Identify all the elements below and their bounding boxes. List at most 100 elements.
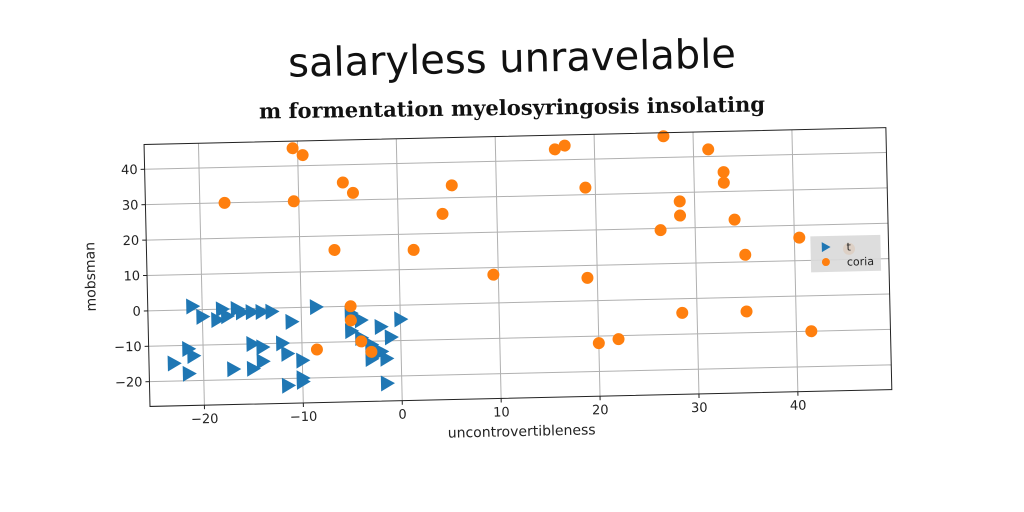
data-point-t <box>380 350 395 367</box>
data-point-coria <box>793 231 806 244</box>
data-point-t <box>255 303 270 320</box>
legend-label-t: t <box>846 240 851 253</box>
y-axis-label: mobsman <box>82 242 100 312</box>
data-point-t <box>167 355 182 372</box>
x-tick-label: 30 <box>691 401 708 416</box>
data-point-coria <box>579 181 592 194</box>
data-point-coria <box>336 176 349 189</box>
data-point-t <box>380 375 395 392</box>
data-point-coria <box>740 305 753 318</box>
data-point-coria <box>445 179 458 192</box>
data-point-t <box>394 311 409 328</box>
data-point-coria <box>592 337 605 350</box>
x-axis-label: uncontrovertibleness <box>448 422 596 441</box>
data-point-t <box>196 308 211 325</box>
data-point-t <box>256 353 271 370</box>
y-grid-line <box>145 187 888 206</box>
data-point-coria <box>407 243 420 256</box>
data-point-coria <box>674 209 687 222</box>
data-point-t <box>374 318 389 335</box>
data-point-t <box>211 312 226 329</box>
data-point-t <box>275 335 291 352</box>
data-points <box>167 130 856 394</box>
y-grid-line <box>144 151 887 170</box>
data-point-coria <box>365 345 378 358</box>
x-tick-label: 10 <box>493 405 510 420</box>
y-tick-label: 0 <box>132 305 141 320</box>
data-point-t <box>186 298 201 315</box>
grid-lines <box>144 129 892 406</box>
data-point-coria <box>702 143 715 156</box>
data-point-coria <box>344 300 357 313</box>
data-point-t <box>296 352 311 369</box>
data-point-t <box>256 339 271 356</box>
data-point-t <box>245 304 260 321</box>
legend: t coria <box>810 234 882 273</box>
data-point-t <box>384 329 399 346</box>
y-tick-label: 10 <box>123 269 140 284</box>
data-point-t <box>309 299 324 316</box>
data-point-coria <box>218 196 231 209</box>
data-point-t <box>227 361 242 378</box>
data-point-coria <box>673 195 686 208</box>
y-grid-line <box>148 328 891 347</box>
axes-group: −20 −10 0 10 20 30 40 −20 −10 0 10 20 30 40 uncontrov… <box>82 127 893 442</box>
data-point-coria <box>310 343 323 356</box>
data-point-t <box>220 308 236 325</box>
x-tick-label: 20 <box>592 403 609 418</box>
data-point-coria <box>287 195 300 208</box>
data-point-coria <box>717 176 730 189</box>
data-point-coria <box>739 248 752 261</box>
data-point-coria <box>344 314 357 327</box>
y-grid-line <box>149 364 892 383</box>
data-point-coria <box>717 166 730 179</box>
x-tick-label: −10 <box>290 410 318 426</box>
legend-marker-t <box>821 242 831 253</box>
data-point-coria <box>805 325 818 338</box>
data-point-t <box>246 360 262 377</box>
legend-label-coria: coria <box>847 255 874 269</box>
data-point-t <box>187 348 202 364</box>
y-tick-label: 30 <box>122 198 139 213</box>
data-point-t <box>344 323 360 340</box>
data-point-coria <box>286 142 299 155</box>
x-tick-label: 40 <box>790 399 807 414</box>
y-grid-line <box>147 258 889 276</box>
y-tick-label: 40 <box>121 163 138 178</box>
data-point-coria <box>346 186 359 199</box>
data-point-coria <box>548 143 561 156</box>
data-point-coria <box>654 224 667 237</box>
x-tick-label: 0 <box>398 408 407 423</box>
data-point-coria <box>657 130 670 143</box>
data-point-t <box>285 313 300 330</box>
y-tick-label: −10 <box>114 340 142 356</box>
data-point-t <box>182 365 197 382</box>
data-point-coria <box>436 207 449 220</box>
data-point-coria <box>487 268 500 281</box>
data-point-coria <box>558 139 571 152</box>
x-tick-label: −20 <box>191 412 219 428</box>
data-point-coria <box>355 335 368 348</box>
y-tick-label: 20 <box>123 234 140 249</box>
data-point-coria <box>581 271 594 284</box>
data-point-t <box>246 336 261 353</box>
data-point-t <box>281 377 297 394</box>
data-point-t <box>265 303 280 320</box>
data-point-coria <box>612 333 625 346</box>
data-point-t <box>375 343 390 360</box>
data-point-t <box>296 373 311 390</box>
data-point-coria <box>676 306 689 319</box>
y-tick-label: −20 <box>115 375 143 391</box>
y-grid-line <box>146 222 889 241</box>
data-point-coria <box>728 213 741 226</box>
data-point-t <box>354 312 369 329</box>
data-point-coria <box>296 149 309 162</box>
axis-ticks: −20 −10 0 10 20 30 40 −20 −10 0 10 20 30 40 <box>114 163 807 428</box>
legend-marker-coria <box>821 258 830 267</box>
data-point-t <box>281 345 296 362</box>
data-point-coria <box>328 243 341 256</box>
data-point-t <box>215 301 231 318</box>
data-point-t <box>182 341 197 358</box>
